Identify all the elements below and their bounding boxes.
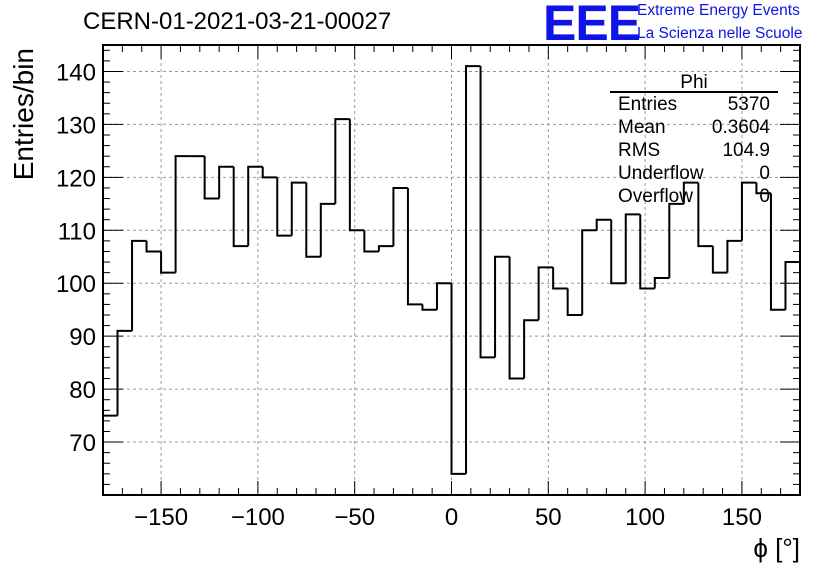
stats-row-value: 0 [759,163,770,184]
histogram-bin [755,182,771,195]
histogram-bin [232,166,249,248]
histogram-bin [392,186,408,247]
project-subtitle-line: La Scienza nelle Scuole [637,25,803,42]
histogram-bin [421,304,437,311]
stats-row-value: 0 [759,186,770,207]
histogram-bin [247,165,263,247]
y-tick-label: 140 [56,59,96,86]
y-tick-label: 90 [69,324,96,351]
project-name-line: Extreme Energy Events [637,2,800,19]
y-tick-label: 80 [69,377,96,404]
histogram-bin [682,181,699,204]
histogram-bin [639,214,655,290]
histogram-bin [784,261,800,310]
axis-ticks [102,45,801,495]
stats-row-value: 5370 [728,94,770,115]
x-tick-label: 50 [535,504,562,531]
y-tick-label: 100 [56,271,96,298]
histogram-bin [131,239,147,331]
stats-row-label: Underflow [618,163,704,184]
x-tick-label: 150 [722,504,762,531]
x-tick-label: 100 [625,504,665,531]
histogram-bin [305,182,321,258]
axis-tick-labels: −150 −100 −50 0 50 100 150 70 80 90 100 110 120 130 14… [56,59,762,531]
x-tick-label: −150 [134,504,188,531]
histogram-bin [552,267,568,290]
histogram-bin [261,166,278,179]
run-title: CERN-01-2021-03-21-00027 [83,8,392,35]
histogram-bin [406,187,423,306]
histogram-bin [363,230,379,253]
x-tick-label: −100 [231,504,285,531]
stats-row-label: Entries [618,94,677,115]
histogram-bin [610,219,626,285]
histogram-bin [102,414,118,495]
histogram-bin [348,119,365,232]
x-tick-label: −50 [334,504,375,531]
stats-box-title: Phi [680,72,707,93]
stats-row-value: 0.3604 [712,117,771,138]
histogram-bin [203,156,220,200]
histogram-bin [479,66,496,359]
y-axis-label: Entries/bin [8,48,39,180]
histogram-bin [334,118,350,204]
stats-row-label: RMS [618,140,660,161]
histogram-bin [523,319,539,379]
histogram-bin [218,165,234,199]
histogram-bin [174,155,191,273]
eee-logo: EEE [543,0,641,51]
stats-row-label: Overflow [618,186,693,207]
histogram-bin [653,276,670,289]
histogram-bin [116,329,133,416]
histogram-bin [711,246,728,274]
histogram-bin [319,202,336,257]
histogram-bin [581,229,597,315]
stats-row-value: 104.9 [722,140,770,161]
histogram-bin [697,182,713,248]
histogram-bin [450,283,467,475]
histogram-bin [276,177,292,237]
histogram-bin [435,282,452,310]
histogram-bin [160,251,176,274]
y-tick-label: 70 [69,430,96,457]
histogram-bin [290,181,307,236]
stats-row-label: Mean [618,117,666,138]
histogram-bin [145,240,162,253]
histogram-bin [624,213,641,284]
histogram-bin [769,193,786,311]
x-axis-label: ϕ [°] [753,533,800,563]
histogram-bin [494,255,510,358]
histogram-bin [508,256,525,380]
histogram-bin [668,202,684,278]
histogram-bin [726,239,742,273]
histogram-bin [566,288,583,316]
x-tick-label: 0 [445,504,458,531]
histogram-bin [377,245,394,252]
histogram-bin [465,65,481,474]
y-tick-label: 120 [56,165,96,192]
y-tick-label: 130 [56,112,96,139]
histogram-bin [595,218,612,231]
histogram-bin [537,266,554,321]
histogram-bin [740,181,757,241]
y-tick-label: 110 [58,218,96,245]
